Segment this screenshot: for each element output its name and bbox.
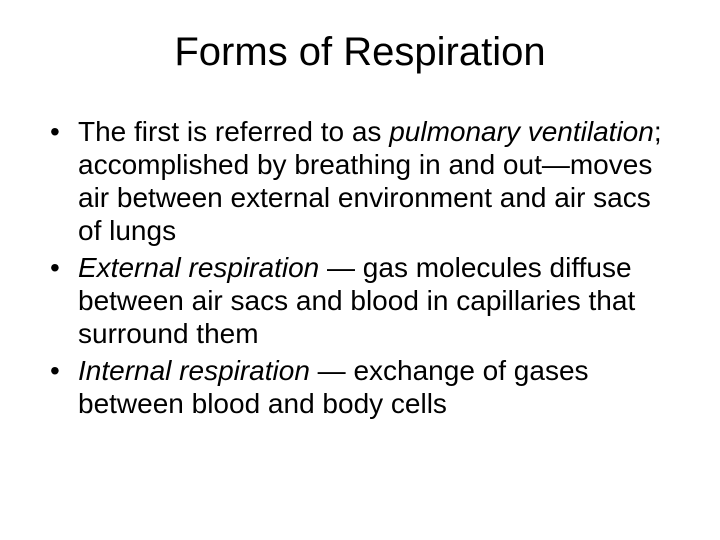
bullet-text-em: External respiration <box>78 252 319 283</box>
slide-title: Forms of Respiration <box>40 30 680 75</box>
bullet-list: The first is referred to as pulmonary ve… <box>50 115 680 420</box>
slide: Forms of Respiration The first is referr… <box>0 0 720 540</box>
list-item: The first is referred to as pulmonary ve… <box>50 115 680 247</box>
bullet-text-em: Internal respiration <box>78 355 310 386</box>
bullet-text-em: pulmonary ventilation <box>389 116 654 147</box>
list-item: Internal respiration — exchange of gases… <box>50 354 680 420</box>
bullet-text-pre: The first is referred to as <box>78 116 389 147</box>
list-item: External respiration — gas molecules dif… <box>50 251 680 350</box>
